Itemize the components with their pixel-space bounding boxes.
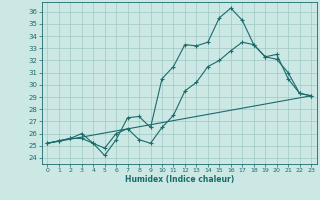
X-axis label: Humidex (Indice chaleur): Humidex (Indice chaleur)	[124, 175, 234, 184]
